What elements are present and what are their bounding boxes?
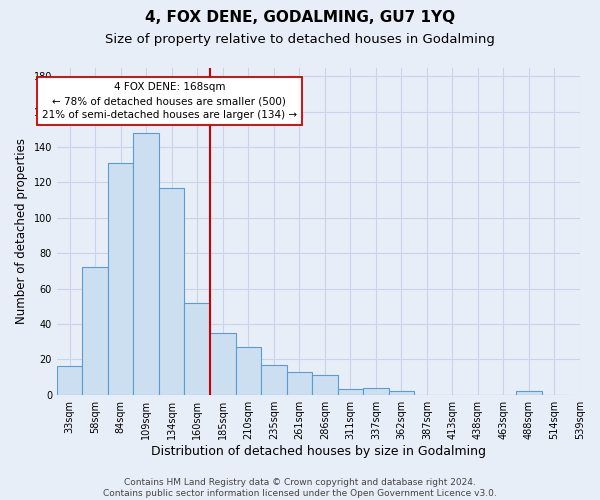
- Text: 4, FOX DENE, GODALMING, GU7 1YQ: 4, FOX DENE, GODALMING, GU7 1YQ: [145, 10, 455, 25]
- Bar: [57, 366, 82, 394]
- Text: Size of property relative to detached houses in Godalming: Size of property relative to detached ho…: [105, 32, 495, 46]
- Bar: [389, 391, 414, 394]
- Text: Contains HM Land Registry data © Crown copyright and database right 2024.
Contai: Contains HM Land Registry data © Crown c…: [103, 478, 497, 498]
- Bar: [236, 347, 261, 395]
- Bar: [363, 388, 389, 394]
- Text: 4 FOX DENE: 168sqm
← 78% of detached houses are smaller (500)
21% of semi-detach: 4 FOX DENE: 168sqm ← 78% of detached hou…: [42, 82, 297, 120]
- Bar: [338, 390, 363, 394]
- Bar: [210, 333, 236, 394]
- Bar: [516, 391, 542, 394]
- Y-axis label: Number of detached properties: Number of detached properties: [15, 138, 28, 324]
- Bar: [82, 268, 108, 394]
- Bar: [287, 372, 312, 394]
- X-axis label: Distribution of detached houses by size in Godalming: Distribution of detached houses by size …: [151, 444, 486, 458]
- Bar: [312, 376, 338, 394]
- Bar: [133, 133, 159, 394]
- Bar: [108, 163, 133, 394]
- Bar: [159, 188, 184, 394]
- Bar: [261, 364, 287, 394]
- Bar: [184, 302, 210, 394]
